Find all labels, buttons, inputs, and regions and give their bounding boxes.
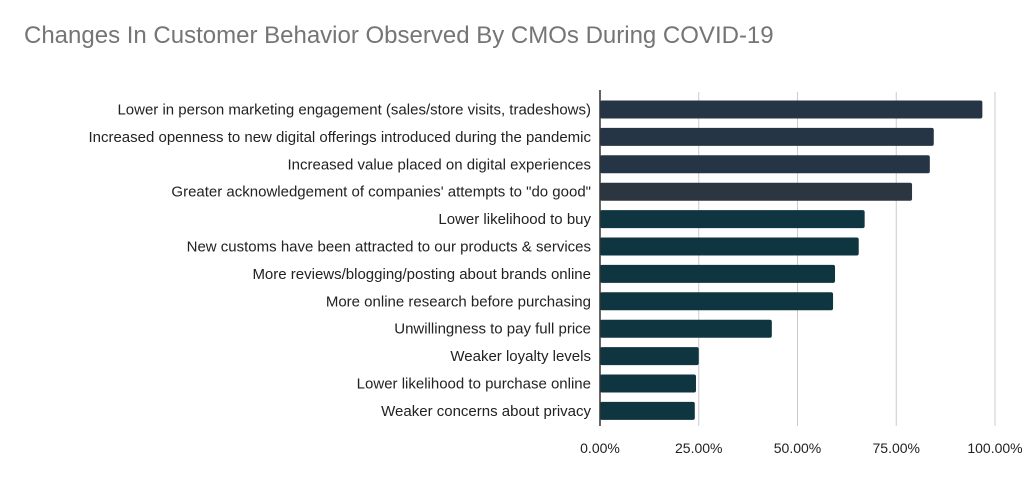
category-label: Unwillingness to pay full price — [394, 321, 591, 338]
bar — [600, 292, 834, 311]
bar — [600, 237, 859, 256]
bar — [600, 401, 695, 420]
category-label: Weaker loyalty levels — [450, 348, 591, 365]
category-labels: Lower in person marketing engagement (sa… — [88, 102, 591, 420]
category-label: Lower likelihood to buy — [438, 211, 591, 228]
x-tick-label: 75.00% — [873, 440, 920, 456]
bar — [600, 182, 913, 201]
bar — [600, 127, 934, 146]
category-label: New customs have been attracted to our p… — [187, 239, 591, 256]
bar — [600, 347, 699, 366]
category-label: Lower in person marketing engagement (sa… — [117, 102, 591, 119]
bar — [600, 264, 836, 283]
gridlines — [698, 92, 996, 426]
bar — [600, 319, 772, 338]
category-label: Weaker concerns about privacy — [381, 403, 591, 420]
category-label: Increased openness to new digital offeri… — [88, 129, 591, 146]
category-label: Greater acknowledgement of companies' at… — [171, 184, 591, 201]
bars — [600, 100, 983, 420]
x-tick-label: 100.00% — [967, 440, 1022, 456]
category-label: More reviews/blogging/posting about bran… — [252, 266, 591, 283]
bar — [600, 374, 696, 393]
category-label: More online research before purchasing — [326, 293, 591, 310]
bar — [600, 100, 983, 119]
x-tick-labels: 0.00% 25.00% 50.00% 75.00% 100.00% — [580, 440, 1022, 456]
x-tick-label: 0.00% — [580, 440, 620, 456]
x-tick-label: 25.00% — [675, 440, 722, 456]
category-label: Increased value placed on digital experi… — [287, 156, 591, 173]
category-label: Lower likelihood to purchase online — [357, 376, 591, 393]
bar — [600, 155, 930, 174]
chart-title: Changes In Customer Behavior Observed By… — [24, 22, 774, 49]
x-tick-label: 50.00% — [774, 440, 821, 456]
bar — [600, 210, 865, 229]
